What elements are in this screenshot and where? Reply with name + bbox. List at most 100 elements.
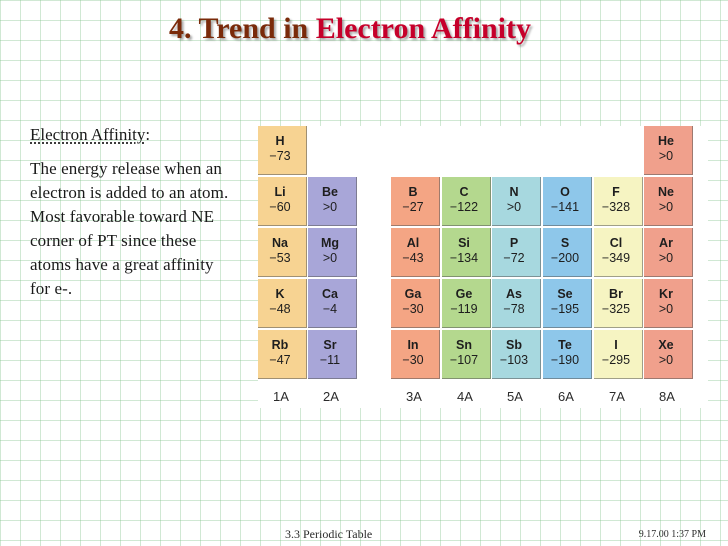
group-label-5a: 5A <box>507 389 523 404</box>
element-symbol: Mg <box>320 236 340 250</box>
element-affinity-value: −72 <box>503 251 525 265</box>
group-label-8a: 8A <box>659 389 675 404</box>
definition-heading: Electron Affinity: <box>30 123 230 147</box>
element-symbol: F <box>612 185 620 199</box>
group-label-7a: 7A <box>609 389 625 404</box>
element-affinity-value: −325 <box>601 302 631 316</box>
element-rb: Rb −47 <box>258 330 307 379</box>
element-symbol: Li <box>274 185 286 199</box>
element-symbol: Br <box>609 287 623 301</box>
element-symbol: Rb <box>271 338 289 352</box>
element-affinity-value: −60 <box>269 200 291 214</box>
element-symbol: Al <box>406 236 420 250</box>
group-label-1a: 1A <box>273 389 289 404</box>
element-symbol: Sb <box>506 338 522 352</box>
element-affinity-value: −328 <box>601 200 631 214</box>
element-symbol: As <box>506 287 522 301</box>
element-affinity-value: −27 <box>402 200 424 214</box>
element-affinity-value: −122 <box>449 200 479 214</box>
element-affinity-value: −195 <box>550 302 580 316</box>
element-symbol: Ar <box>659 236 673 250</box>
element-si: Si −134 <box>442 228 491 277</box>
element-ga: Ga −30 <box>391 279 440 328</box>
definition-text: The energy release when an electron is a… <box>30 159 229 298</box>
element-symbol: Se <box>557 287 573 301</box>
element-ar: Ar >0 <box>644 228 693 277</box>
element-affinity-value: >0 <box>322 200 338 214</box>
element-affinity-value: −30 <box>402 302 424 316</box>
element-o: O −141 <box>543 177 592 226</box>
element-sn: Sn −107 <box>442 330 491 379</box>
slide-title: 4. Trend in Electron Affinity <box>0 12 700 46</box>
element-symbol: Cl <box>609 236 623 250</box>
element-symbol: Ge <box>455 287 473 301</box>
element-ca: Ca −4 <box>308 279 357 328</box>
element-symbol: B <box>408 185 418 199</box>
element-affinity-value: >0 <box>658 149 674 163</box>
group-label-6a: 6A <box>558 389 574 404</box>
element-b: B −27 <box>391 177 440 226</box>
element-p: P −72 <box>492 228 541 277</box>
element-symbol: Te <box>558 338 572 352</box>
element-symbol: Sr <box>323 338 337 352</box>
element-xe: Xe >0 <box>644 330 693 379</box>
element-affinity-value: −295 <box>601 353 631 367</box>
definition-heading-text: Electron Affinity <box>30 125 146 144</box>
element-s: S −200 <box>543 228 592 277</box>
element-affinity-value: −190 <box>550 353 580 367</box>
element-symbol: K <box>275 287 285 301</box>
element-as: As −78 <box>492 279 541 328</box>
element-f: F −328 <box>594 177 643 226</box>
element-affinity-value: −141 <box>550 200 580 214</box>
element-affinity-value: −200 <box>550 251 580 265</box>
element-se: Se −195 <box>543 279 592 328</box>
element-affinity-value: >0 <box>658 251 674 265</box>
group-label-4a: 4A <box>457 389 473 404</box>
element-na: Na −53 <box>258 228 307 277</box>
element-affinity-value: −30 <box>402 353 424 367</box>
element-k: K −48 <box>258 279 307 328</box>
element-symbol: C <box>459 185 469 199</box>
element-al: Al −43 <box>391 228 440 277</box>
element-i: I −295 <box>594 330 643 379</box>
element-symbol: Ga <box>404 287 422 301</box>
element-affinity-value: >0 <box>658 302 674 316</box>
element-ge: Ge −119 <box>442 279 491 328</box>
element-affinity-value: >0 <box>658 353 674 367</box>
element-sr: Sr −11 <box>308 330 357 379</box>
footer-timestamp: 9.17.00 1:37 PM <box>638 529 706 540</box>
element-be: Be >0 <box>308 177 357 226</box>
element-symbol: N <box>509 185 519 199</box>
element-symbol: In <box>407 338 419 352</box>
element-kr: Kr >0 <box>644 279 693 328</box>
element-symbol: Xe <box>658 338 674 352</box>
element-affinity-value: −73 <box>269 149 291 163</box>
element-in: In −30 <box>391 330 440 379</box>
element-c: C −122 <box>442 177 491 226</box>
element-symbol: He <box>658 134 674 148</box>
element-sb: Sb −103 <box>492 330 541 379</box>
element-affinity-value: −349 <box>601 251 631 265</box>
element-br: Br −325 <box>594 279 643 328</box>
element-li: Li −60 <box>258 177 307 226</box>
element-n: N >0 <box>492 177 541 226</box>
element-affinity-value: >0 <box>658 200 674 214</box>
element-affinity-value: −4 <box>322 302 338 316</box>
element-symbol: S <box>560 236 570 250</box>
element-symbol: Sn <box>456 338 472 352</box>
title-highlight: Electron Affinity <box>315 12 531 45</box>
element-symbol: Kr <box>659 287 673 301</box>
element-affinity-value: −11 <box>319 353 341 367</box>
element-affinity-value: −107 <box>449 353 479 367</box>
element-mg: Mg >0 <box>308 228 357 277</box>
element-symbol: Be <box>322 185 338 199</box>
element-affinity-value: −53 <box>269 251 291 265</box>
element-symbol: Na <box>272 236 288 250</box>
element-affinity-value: −78 <box>503 302 525 316</box>
periodic-table: H −73 He >0 Li −60 Be >0 B −27 C −122 N >0 O −141 F −328 N… <box>258 126 708 408</box>
group-label-2a: 2A <box>323 389 339 404</box>
element-affinity-value: −48 <box>269 302 291 316</box>
element-ne: Ne >0 <box>644 177 693 226</box>
element-affinity-value: −119 <box>450 302 478 316</box>
element-cl: Cl −349 <box>594 228 643 277</box>
